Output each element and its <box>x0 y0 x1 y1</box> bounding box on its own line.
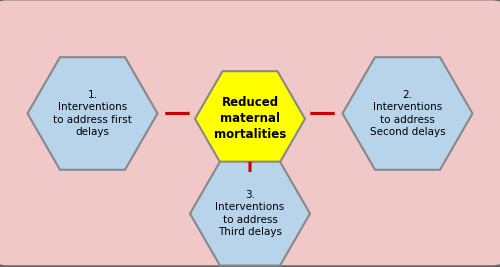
Text: 3.
Interventions
to address
Third delays: 3. Interventions to address Third delays <box>216 190 284 237</box>
Polygon shape <box>190 162 310 266</box>
Text: 1.
Interventions
to address first
delays: 1. Interventions to address first delays <box>53 90 132 137</box>
Polygon shape <box>28 57 158 170</box>
Polygon shape <box>342 57 472 170</box>
Text: Reduced
maternal
mortalities: Reduced maternal mortalities <box>214 96 286 141</box>
Text: 2.
Interventions
to address
Second delays: 2. Interventions to address Second delay… <box>370 90 446 137</box>
Polygon shape <box>195 71 305 166</box>
